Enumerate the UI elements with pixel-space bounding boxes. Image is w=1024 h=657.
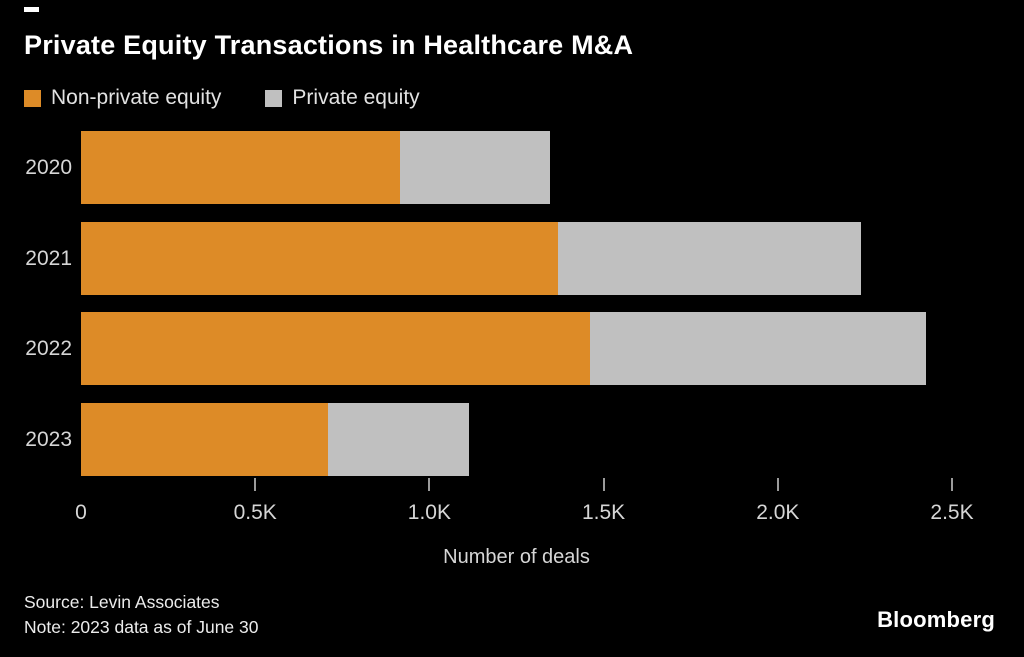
data-note: Note: 2023 data as of June 30 (24, 617, 259, 637)
year-label-2022: 2022 (25, 336, 72, 360)
bar-segment-2020-non-private-equity (81, 131, 400, 204)
bar-row-2022: 2022 (25, 312, 952, 385)
bar-segment-2020-private-equity (399, 131, 550, 204)
legend-swatch-private-equity-icon (265, 89, 283, 107)
tick-label-2.0K: 2.0K (756, 501, 800, 524)
bar-stack-2020 (81, 131, 550, 204)
footer-notes: Source: Levin Associates Note: 2023 data… (24, 590, 258, 640)
legend: Non-private equity Private equity (24, 86, 420, 110)
bar-row-2023: 2023 (25, 403, 952, 476)
year-label-2021: 2021 (25, 246, 72, 270)
bar-segment-2022-private-equity (589, 312, 926, 385)
bar-row-2021: 2021 (25, 222, 952, 295)
x-axis-title: Number of deals (443, 546, 590, 568)
tick-label-0: 0 (75, 501, 87, 524)
bar-segment-2023-private-equity (328, 403, 470, 476)
bar-segment-2021-non-private-equity (81, 222, 559, 295)
tick-label-2.5K: 2.5K (930, 501, 974, 524)
tick-mark-2.5K (951, 478, 953, 491)
top-left-tick-mark (24, 7, 39, 12)
tick-mark-0.5K (254, 478, 257, 491)
chart-title: Private Equity Transactions in Healthcar… (24, 30, 634, 60)
bar-segment-2023-non-private-equity (81, 403, 329, 476)
bar-segment-2021-private-equity (558, 222, 862, 295)
legend-item-private-equity: Private equity (265, 86, 420, 110)
legend-label-non-private-equity: Non-private equity (51, 86, 222, 109)
source-note: Source: Levin Associates (24, 592, 220, 612)
bar-stack-2021 (81, 222, 862, 295)
plot-area: 2020 2021 2022 2023 (25, 131, 952, 476)
legend-item-non-private-equity: Non-private equity (24, 86, 221, 110)
bar-stack-2022 (81, 312, 926, 385)
tick-label-0.5K: 0.5K (233, 501, 277, 524)
year-label-2020: 2020 (25, 155, 72, 179)
tick-mark-2.0K (776, 478, 779, 491)
tick-mark-1.0K (428, 478, 431, 491)
bar-segment-2022-non-private-equity (81, 312, 590, 385)
tick-label-1.0K: 1.0K (407, 501, 451, 524)
bloomberg-logo: Bloomberg (877, 607, 995, 632)
bar-stack-2023 (81, 403, 470, 476)
legend-swatch-non-private-equity-icon (24, 89, 41, 107)
year-label-2023: 2023 (25, 427, 72, 451)
tick-label-1.5K: 1.5K (581, 501, 626, 524)
tick-mark-1.5K (602, 478, 605, 491)
bar-row-2020: 2020 (25, 131, 952, 204)
legend-label-private-equity: Private equity (292, 86, 420, 109)
x-axis: 0 0.5K 1.0K 1.5K 2.0K 2.5K (75, 473, 974, 533)
